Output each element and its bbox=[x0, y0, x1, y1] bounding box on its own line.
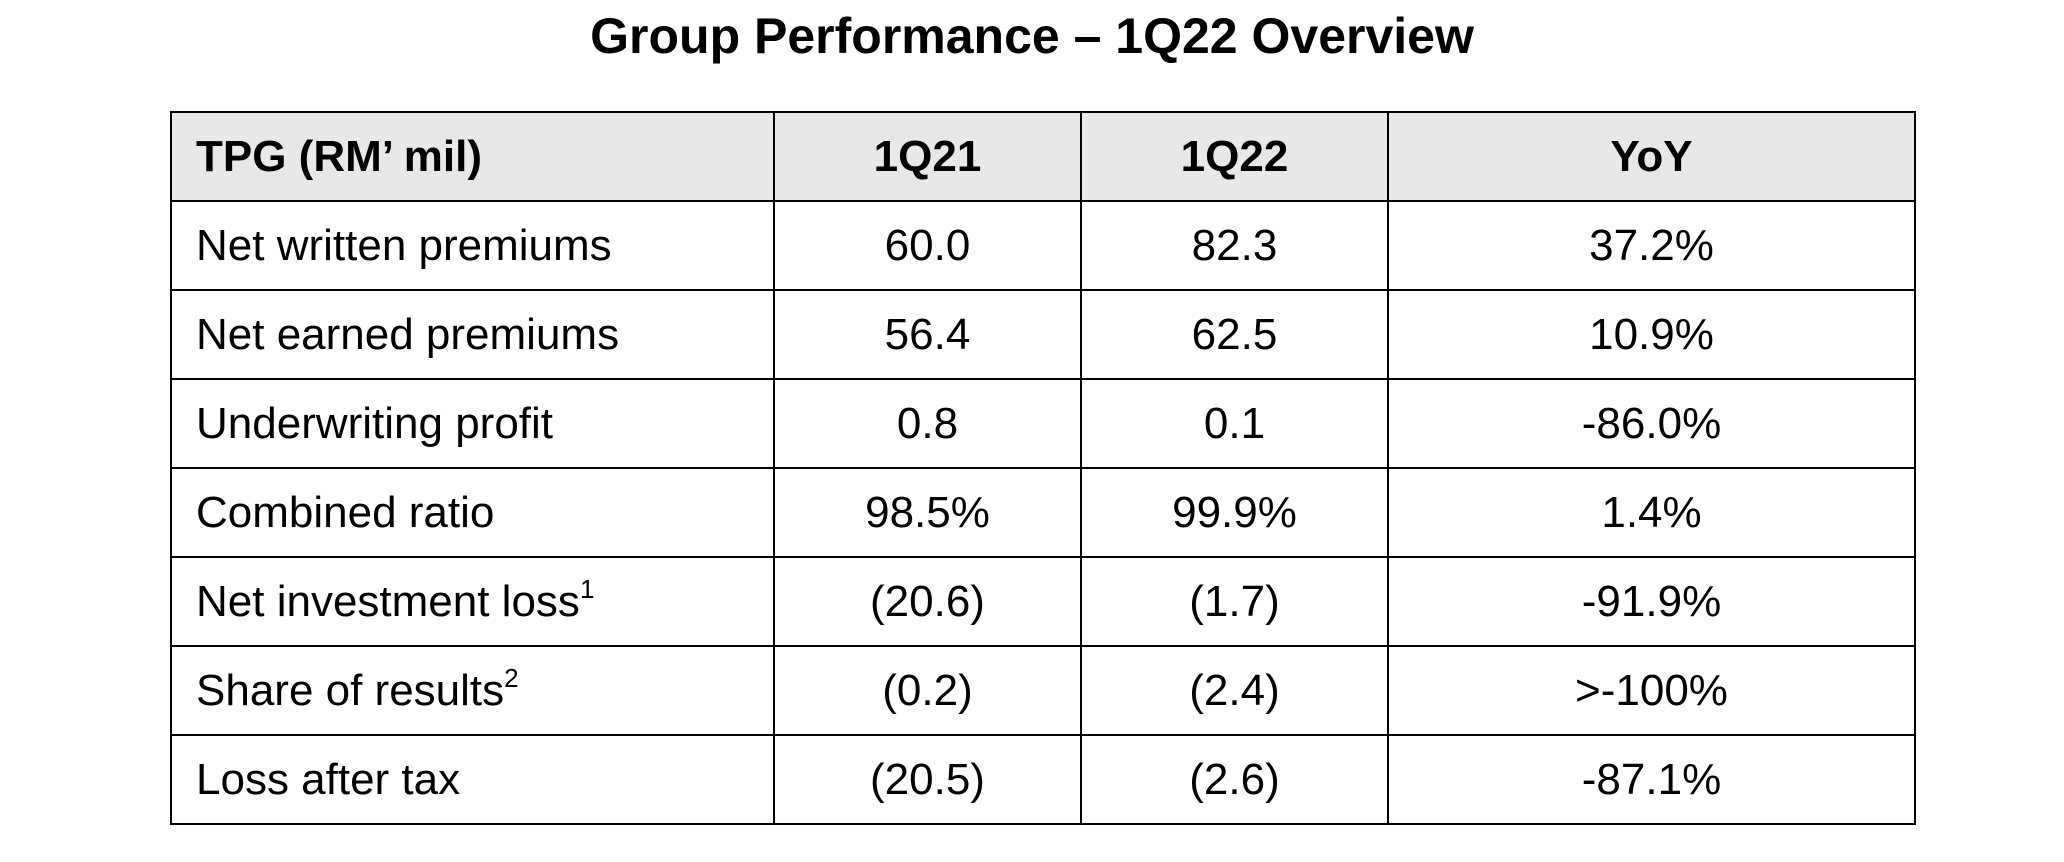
table-row: Loss after tax (20.5) (2.6) -87.1% bbox=[170, 734, 1916, 825]
table-row: Net earned premiums 56.4 62.5 10.9% bbox=[170, 289, 1916, 380]
cell-yoy: 37.2% bbox=[1387, 200, 1916, 291]
cell-1q22: (2.4) bbox=[1080, 645, 1389, 736]
header-yoy: YoY bbox=[1387, 111, 1916, 202]
row-label: Combined ratio bbox=[170, 467, 775, 558]
performance-table: TPG (RM’ mil) 1Q21 1Q22 YoY Net written … bbox=[170, 111, 1916, 825]
row-label: Net earned premiums bbox=[170, 289, 775, 380]
row-label-text: Share of results bbox=[196, 665, 505, 715]
row-label-text: Loss after tax bbox=[196, 754, 461, 804]
table-header-row: TPG (RM’ mil) 1Q21 1Q22 YoY bbox=[170, 111, 1916, 202]
row-label-text: Net investment loss bbox=[196, 576, 580, 626]
row-label: Loss after tax bbox=[170, 734, 775, 825]
table-row: Underwriting profit 0.8 0.1 -86.0% bbox=[170, 378, 1916, 469]
cell-1q22: 82.3 bbox=[1080, 200, 1389, 291]
table-row: Share of results2 (0.2) (2.4) >-100% bbox=[170, 645, 1916, 736]
row-label-text: Net earned premiums bbox=[196, 309, 620, 359]
cell-1q21: (0.2) bbox=[773, 645, 1082, 736]
cell-1q21: 98.5% bbox=[773, 467, 1082, 558]
row-label: Net written premiums bbox=[170, 200, 775, 291]
cell-yoy: -91.9% bbox=[1387, 556, 1916, 647]
cell-1q21: 60.0 bbox=[773, 200, 1082, 291]
footnote-marker: 1 bbox=[579, 573, 595, 604]
row-label-text: Net written premiums bbox=[196, 220, 612, 270]
cell-1q22: (1.7) bbox=[1080, 556, 1389, 647]
table-row: Net investment loss1 (20.6) (1.7) -91.9% bbox=[170, 556, 1916, 647]
cell-1q21: 56.4 bbox=[773, 289, 1082, 380]
cell-yoy: -86.0% bbox=[1387, 378, 1916, 469]
header-metric: TPG (RM’ mil) bbox=[170, 111, 775, 202]
cell-yoy: >-100% bbox=[1387, 645, 1916, 736]
row-label-text: Underwriting profit bbox=[196, 398, 554, 448]
header-1q21: 1Q21 bbox=[773, 111, 1082, 202]
table-row: Combined ratio 98.5% 99.9% 1.4% bbox=[170, 467, 1916, 558]
cell-1q21: (20.5) bbox=[773, 734, 1082, 825]
cell-1q21: (20.6) bbox=[773, 556, 1082, 647]
cell-1q22: 0.1 bbox=[1080, 378, 1389, 469]
cell-1q22: 99.9% bbox=[1080, 467, 1389, 558]
row-label: Net investment loss1 bbox=[170, 556, 775, 647]
cell-1q22: (2.6) bbox=[1080, 734, 1389, 825]
cell-1q21: 0.8 bbox=[773, 378, 1082, 469]
table-row: Net written premiums 60.0 82.3 37.2% bbox=[170, 200, 1916, 291]
row-label-text: Combined ratio bbox=[196, 487, 495, 537]
header-1q22: 1Q22 bbox=[1080, 111, 1389, 202]
cell-1q22: 62.5 bbox=[1080, 289, 1389, 380]
cell-yoy: -87.1% bbox=[1387, 734, 1916, 825]
row-label: Underwriting profit bbox=[170, 378, 775, 469]
page-title: Group Performance – 1Q22 Overview bbox=[590, 8, 1474, 64]
footnote-marker: 2 bbox=[504, 662, 519, 693]
row-label: Share of results2 bbox=[170, 645, 775, 736]
cell-yoy: 1.4% bbox=[1387, 467, 1916, 558]
cell-yoy: 10.9% bbox=[1387, 289, 1916, 380]
